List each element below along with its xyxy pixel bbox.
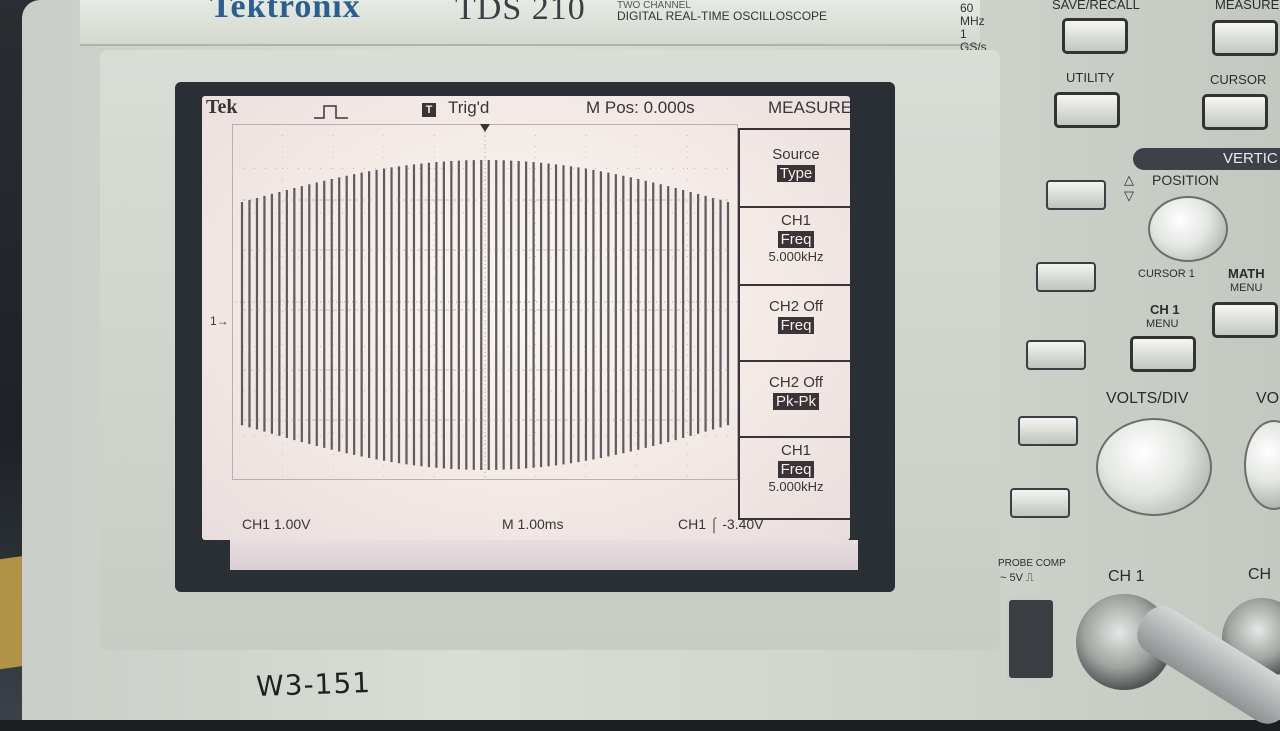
- menu-item-label: CH1: [780, 212, 811, 229]
- model-line-1: TWO CHANNEL: [617, 0, 691, 11]
- cursor-label: CURSOR: [1210, 72, 1267, 87]
- menu-item-label: CH2 Off: [769, 374, 823, 391]
- menu-button-3[interactable]: [1026, 340, 1086, 370]
- ch1-volts-readout: CH1 1.00V: [242, 516, 311, 532]
- position-label: POSITION: [1152, 172, 1219, 188]
- menu-title: MEASURE: [768, 98, 850, 117]
- menu-item-highlight: Pk-Pk: [772, 393, 819, 410]
- menu-item-ch2-pkpk: CH2 Off Pk-Pk: [738, 360, 850, 436]
- ch1-menu-button[interactable]: [1130, 336, 1196, 372]
- spec-bandwidth: 60 MHz: [960, 1, 985, 28]
- trigger-readout: CH1 ⌠ -3.40V: [678, 516, 764, 532]
- menu-item-label: Source: [772, 146, 820, 163]
- oscilloscope-display: Tek T Trig'd M Pos: 0.000s MEASURE 1→ CH…: [202, 96, 850, 540]
- math-menu-label: MENU: [1230, 282, 1263, 294]
- menu-item-ch1-freq: CH1 Freq 5.000kHz: [738, 206, 850, 284]
- menu-button-2[interactable]: [1036, 262, 1096, 292]
- save-recall-button[interactable]: [1062, 18, 1128, 54]
- trigger-position-marker: [480, 124, 490, 132]
- math-menu-button[interactable]: [1212, 302, 1278, 338]
- menu-item-source: Source Type: [738, 128, 850, 206]
- horizontal-position: M Pos: 0.000s: [586, 98, 695, 117]
- acquire-mode-icon: [314, 105, 348, 119]
- model-spec: 60 MHz 1 GS/s: [960, 2, 987, 54]
- utility-button[interactable]: [1054, 92, 1120, 128]
- ch1-input-label: CH 1: [1108, 568, 1145, 585]
- menu-item-value: 5.000kHz: [768, 249, 824, 264]
- menu-button-4[interactable]: [1018, 416, 1078, 446]
- ch1-menu-title: CH 1: [1150, 302, 1180, 317]
- menu-item-ch1-freq-2: CH1 Freq 5.000kHz: [738, 436, 850, 520]
- position-knob[interactable]: [1148, 196, 1228, 262]
- model-description: TWO CHANNEL DIGITAL REAL-TIME OSCILLOSCO…: [617, 0, 827, 22]
- asset-sticker: W3-151: [255, 666, 372, 703]
- vertical-label: VERTIC: [1223, 150, 1278, 167]
- top-label-band: Tektronix TDS 210 TWO CHANNEL DIGITAL RE…: [80, 0, 987, 54]
- tek-logo: Tek: [206, 96, 238, 118]
- measure-menu: Source Type CH1 Freq 5.000kHz CH2 Off Fr…: [738, 126, 850, 520]
- menu-item-value: 5.000kHz: [768, 479, 824, 494]
- ch1-waveform: [240, 160, 730, 470]
- utility-label: UTILITY: [1066, 70, 1115, 85]
- measure-label: MEASURE: [1215, 0, 1280, 12]
- volts-div-2-label: VO: [1256, 390, 1280, 407]
- menu-item-ch2-freq: CH2 Off Freq: [738, 284, 850, 360]
- menu-button-5[interactable]: [1010, 488, 1070, 518]
- menu-item-highlight: Freq: [777, 317, 815, 334]
- menu-item-highlight: Freq: [777, 461, 815, 478]
- volts-div-label: VOLTS/DIV: [1106, 390, 1189, 407]
- menu-item-label: CH2 Off: [769, 298, 823, 315]
- ch1-ground-marker: 1→: [210, 314, 229, 328]
- save-recall-label: SAVE/RECALL: [1052, 0, 1140, 12]
- screen-lower-edge: [230, 540, 858, 570]
- position-arrows-icon: ▽: [1124, 188, 1134, 203]
- position-arrows-icon: △: [1124, 172, 1134, 187]
- probe-comp-label: PROBE COMP: [998, 558, 1066, 569]
- cursor-button[interactable]: [1202, 94, 1268, 130]
- brand-logo: Tektronix: [210, 0, 361, 25]
- graticule: [232, 124, 738, 480]
- probe-comp-terminal[interactable]: [1006, 597, 1056, 681]
- probe-comp-spec: ~ 5V ⎍: [1000, 572, 1034, 584]
- trigger-status: Trig'd: [448, 98, 490, 117]
- ch2-input-label: CH: [1248, 566, 1272, 583]
- menu-item-label: CH1: [780, 442, 811, 459]
- ch1-menu-label: MENU: [1146, 318, 1179, 330]
- measure-button[interactable]: [1212, 20, 1278, 56]
- menu-item-highlight: Type: [776, 165, 816, 182]
- model-line-2: DIGITAL REAL-TIME OSCILLOSCOPE: [617, 9, 828, 23]
- ch1-volts-div-knob[interactable]: [1096, 418, 1212, 516]
- timebase-readout: M 1.00ms: [502, 516, 564, 532]
- menu-button-1[interactable]: [1046, 180, 1106, 210]
- menu-item-highlight: Freq: [777, 231, 815, 248]
- model-name: TDS 210: [455, 0, 586, 27]
- cursor1-label: CURSOR 1: [1138, 268, 1195, 280]
- trigger-icon: T: [422, 103, 436, 117]
- vertical-section-band: VERTIC: [1133, 148, 1280, 170]
- math-label: MATH: [1228, 266, 1265, 281]
